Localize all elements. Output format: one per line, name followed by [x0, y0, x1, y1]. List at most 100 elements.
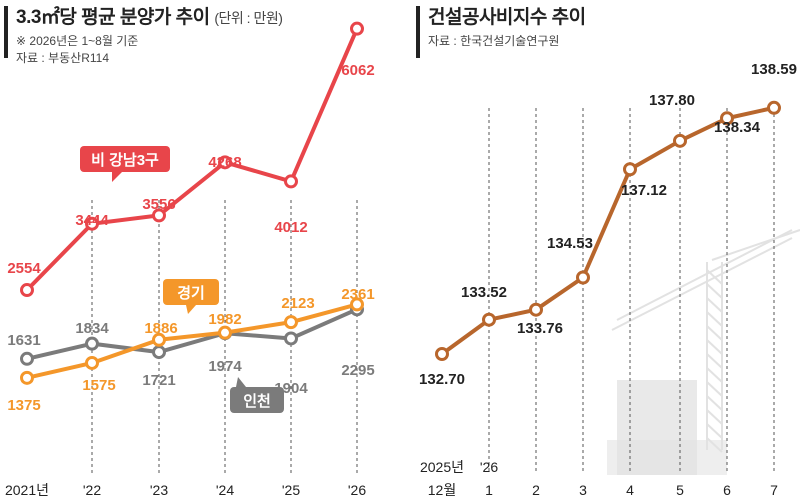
data-point — [350, 21, 364, 36]
data-point — [85, 336, 99, 351]
data-label: 137.80 — [649, 92, 695, 109]
data-label: 3444 — [75, 212, 109, 229]
construction-index-panel: 건설공사비지수 추이 자료 : 한국건설기술연구원 12월 2025년 1 '26 2 3… — [412, 0, 800, 503]
data-point — [720, 111, 734, 126]
price-chart-unit: (단위 : 만원) — [214, 10, 283, 26]
data-point — [85, 355, 99, 370]
crane-strut — [706, 395, 723, 411]
data-label: 138.34 — [714, 119, 761, 136]
data-point — [218, 325, 232, 340]
series-tag-label: 비 강남3구 — [91, 151, 159, 169]
series-line — [25, 27, 359, 292]
crane-strut — [706, 311, 723, 327]
data-label: 2123 — [281, 295, 314, 312]
data-label: 1575 — [82, 377, 115, 394]
x-tick-year-label: 2025년 — [420, 459, 464, 475]
data-point — [529, 302, 543, 317]
x-tick-label: 1 — [485, 482, 493, 498]
series-tag-box — [230, 387, 284, 413]
x-tick-label: 7 — [770, 482, 778, 498]
construction-index-source: 자료 : 한국건설기술연구원 — [428, 34, 560, 48]
x-tick-label: 2 — [532, 482, 540, 498]
series-tag: 경기 — [163, 279, 219, 305]
data-label: 137.12 — [621, 182, 667, 199]
tag-pointer — [186, 305, 196, 314]
x-tick-label: '26 — [348, 482, 366, 498]
x-tick-label: 12월 — [428, 482, 456, 498]
data-point — [767, 100, 781, 115]
crane-strut — [706, 325, 723, 341]
series-line — [26, 302, 358, 380]
building-base — [607, 440, 727, 475]
x-tick-label: 5 — [676, 482, 684, 498]
x-tick-label: '24 — [216, 482, 234, 498]
data-label: 3556 — [142, 196, 175, 213]
series-line — [26, 307, 358, 361]
x-tick-label: 4 — [626, 482, 634, 498]
x-tick-label: '23 — [150, 482, 168, 498]
data-label: 1886 — [144, 320, 177, 337]
crane-strut — [706, 297, 723, 313]
data-point — [576, 270, 590, 285]
data-label: 133.52 — [461, 284, 507, 301]
x-tick-label: 6 — [723, 482, 731, 498]
title-bar — [416, 6, 420, 58]
data-label: 1721 — [142, 372, 175, 389]
data-label: 1982 — [208, 311, 241, 328]
crane-strut — [616, 229, 793, 321]
x-tick-label: 2021년 — [5, 482, 49, 498]
price-chart-panel: 3.3㎡당 평균 분양가 추이 (단위 : 만원) ※ 2026년은 1~8월 … — [4, 2, 375, 498]
tag-pointer — [112, 172, 122, 182]
tag-pointer — [236, 377, 246, 387]
data-label: 133.76 — [517, 320, 563, 337]
data-label: 1375 — [7, 397, 40, 414]
data-point — [435, 347, 449, 361]
crane-strut — [706, 353, 723, 369]
crane-strut — [706, 283, 723, 299]
data-point — [152, 332, 166, 347]
data-point — [284, 174, 298, 189]
price-chart-source: 자료 : 부동산R114 — [16, 51, 109, 65]
construction-index-title: 건설공사비지수 추이 — [428, 7, 586, 28]
data-point — [218, 155, 232, 170]
data-point — [20, 370, 34, 385]
data-point — [20, 283, 34, 298]
data-point — [284, 331, 298, 346]
data-point — [152, 345, 166, 360]
data-point — [284, 315, 298, 330]
series-tag: 인천 — [230, 387, 284, 413]
data-label: 2295 — [341, 362, 374, 379]
crane-strut — [611, 237, 793, 331]
data-point — [350, 297, 364, 312]
x-tick-year-label: '26 — [480, 459, 498, 475]
data-point — [20, 351, 34, 366]
data-label: 1631 — [7, 332, 40, 349]
x-tick-label: 3 — [579, 482, 587, 498]
data-label: 2361 — [341, 286, 374, 303]
data-label: 6062 — [341, 62, 374, 79]
series-line — [440, 105, 775, 356]
crane-strut — [706, 339, 723, 355]
x-tick-label: '22 — [83, 482, 101, 498]
data-label: 1834 — [75, 320, 109, 337]
series-tag: 비 강남3구 — [80, 146, 170, 172]
crane-strut — [706, 367, 723, 383]
price-line-chart: 2021년 '22 '23 '24 '25 '26 2554 3444 3556 4268 4012… — [5, 21, 375, 498]
data-point — [623, 162, 637, 177]
crane-strut — [706, 423, 723, 439]
series-tag-box — [163, 279, 219, 305]
x-tick-label: '25 — [282, 482, 300, 498]
price-chart-title-text: 3.3㎡당 평균 분양가 추이 — [16, 7, 210, 28]
data-label: 134.53 — [547, 235, 593, 252]
series-tag-label: 경기 — [177, 284, 205, 302]
data-point — [482, 312, 496, 327]
crane-strut — [706, 409, 723, 425]
data-point — [85, 216, 99, 231]
series-tag-label: 인천 — [243, 392, 271, 410]
price-chart-title: 3.3㎡당 평균 분양가 추이 (단위 : 만원) — [16, 2, 283, 29]
data-label: 138.59 — [751, 61, 797, 78]
data-point — [673, 133, 687, 148]
crane-strut — [706, 381, 723, 397]
data-label: 132.70 — [419, 371, 465, 388]
price-chart-note: ※ 2026년은 1~8월 기준 — [16, 34, 139, 48]
